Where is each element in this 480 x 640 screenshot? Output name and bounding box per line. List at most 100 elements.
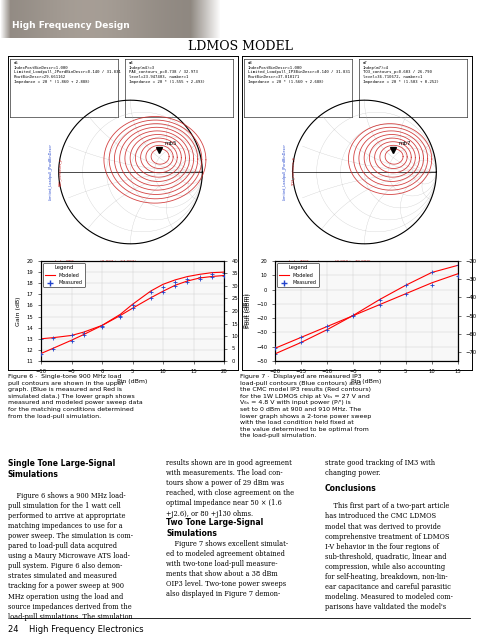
Bar: [2, 0, 3, 38]
Text: IndexPAE_contours_p (0.003 to 34.003): IndexPAE_contours_p (0.003 to 34.003): [55, 260, 136, 264]
Bar: [148, 0, 149, 38]
Bar: [135, 0, 136, 38]
Bar: [114, 0, 115, 38]
Bar: [130, 0, 131, 38]
Bar: [139, 0, 140, 38]
Legend: Modeled, Measured: Modeled, Measured: [277, 264, 319, 287]
Bar: [150, 0, 151, 38]
Bar: [12, 0, 13, 38]
Bar: [104, 0, 105, 38]
Bar: [78, 0, 79, 38]
Bar: [208, 0, 209, 38]
Bar: [188, 0, 189, 38]
Bar: [65, 0, 66, 38]
Bar: [213, 0, 214, 38]
Bar: [126, 0, 127, 38]
Bar: [54, 0, 55, 38]
Bar: [30, 0, 31, 38]
Bar: [90, 0, 91, 38]
Text: Figure 6 ·  Single-tone 900 MHz load
pull contours are shown in the upper
graph.: Figure 6 · Single-tone 900 MHz load pull…: [8, 374, 143, 419]
Bar: [146, 0, 147, 38]
Bar: [196, 0, 197, 38]
Bar: [187, 0, 188, 38]
Bar: [86, 0, 87, 38]
Bar: [36, 0, 37, 38]
Text: IndexPostBin (13.000 to 75.000): IndexPostBin (13.000 to 75.000): [289, 270, 355, 275]
Bar: [89, 0, 90, 38]
Bar: [145, 0, 146, 38]
Bar: [125, 0, 126, 38]
Bar: [25, 0, 26, 38]
Text: Figure 7 shows excellent simulat-
ed to modeled agreement obtained
with two-tone: Figure 7 shows excellent simulat- ed to …: [167, 540, 288, 598]
Bar: [21, 0, 22, 38]
Legend: Modeled, Measured: Modeled, Measured: [43, 264, 85, 287]
Bar: [28, 0, 29, 38]
Bar: [99, 0, 100, 38]
Bar: [199, 0, 200, 38]
Text: High Frequency Design: High Frequency Design: [12, 22, 130, 31]
Bar: [142, 0, 143, 38]
Bar: [215, 0, 216, 38]
Bar: [76, 0, 77, 38]
Bar: [120, 0, 121, 38]
Bar: [212, 0, 213, 38]
Bar: [44, 0, 45, 38]
Bar: [119, 0, 120, 38]
Y-axis label: Pout (dBm): Pout (dBm): [244, 294, 249, 328]
Text: IndexPostBinDescr (1.000 to 1.000): IndexPostBinDescr (1.000 to 1.000): [289, 281, 362, 285]
Bar: [26, 0, 27, 38]
Text: LDMOS MODEL: LDMOS MODEL: [188, 40, 292, 54]
Bar: [103, 0, 104, 38]
Bar: [56, 0, 57, 38]
Bar: [20, 0, 21, 38]
Bar: [116, 0, 117, 38]
Bar: [169, 0, 170, 38]
Bar: [115, 0, 116, 38]
Text: results shown are in good agreement
with measurements. The load con-
tours show : results shown are in good agreement with…: [167, 459, 294, 518]
Bar: [181, 0, 182, 38]
Bar: [10, 0, 11, 38]
Bar: [217, 0, 218, 38]
Bar: [17, 0, 18, 38]
Bar: [40, 0, 41, 38]
Bar: [162, 0, 163, 38]
Bar: [133, 0, 134, 38]
Bar: [111, 0, 112, 38]
Bar: [67, 0, 68, 38]
Bar: [164, 0, 165, 38]
Bar: [33, 0, 34, 38]
Bar: [37, 0, 38, 38]
Bar: [153, 0, 154, 38]
Bar: [14, 0, 15, 38]
Bar: [201, 0, 202, 38]
Bar: [45, 0, 46, 38]
Bar: [151, 0, 152, 38]
Bar: [134, 0, 135, 38]
Text: Limited_Loadpull_JPordBinDescr: Limited_Loadpull_JPordBinDescr: [49, 143, 53, 200]
Y-axis label: Gain (dB): Gain (dB): [16, 296, 21, 326]
Bar: [105, 0, 106, 38]
Bar: [198, 0, 199, 38]
Text: 24    High Frequency Electronics: 24 High Frequency Electronics: [8, 625, 144, 634]
Bar: [202, 0, 203, 38]
Bar: [31, 0, 32, 38]
Bar: [95, 0, 96, 38]
Bar: [19, 0, 20, 38]
Bar: [112, 0, 113, 38]
Bar: [23, 0, 24, 38]
Bar: [127, 0, 128, 38]
Bar: [43, 0, 44, 38]
Bar: [53, 0, 54, 38]
Text: Limited_Loadpull_JPordBinDescr: Limited_Loadpull_JPordBinDescr: [283, 143, 287, 200]
Bar: [92, 0, 93, 38]
Bar: [128, 0, 129, 38]
Bar: [35, 0, 36, 38]
Bar: [171, 0, 172, 38]
Text: Conclusions: Conclusions: [324, 484, 376, 493]
Text: Single Tone Large-Signal
Simulations: Single Tone Large-Signal Simulations: [8, 459, 115, 479]
Bar: [193, 0, 194, 38]
Bar: [214, 0, 215, 38]
Bar: [97, 0, 98, 38]
Bar: [195, 0, 196, 38]
Bar: [190, 0, 191, 38]
